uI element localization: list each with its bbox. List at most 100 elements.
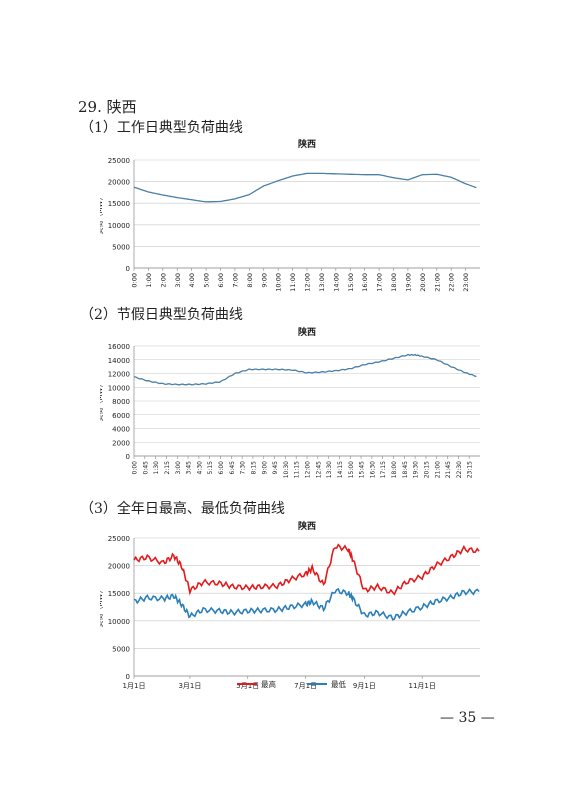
legend-label: 最低 bbox=[331, 679, 346, 689]
y-tick-label: 20000 bbox=[108, 563, 130, 571]
y-tick-label: 25000 bbox=[108, 535, 130, 543]
holiday-load-chart: 陕西 0 2000 4000 6000 8000 10000 12000 14000 16000 负… bbox=[95, 322, 486, 492]
y-axis-label: 负荷（MW） bbox=[100, 194, 104, 235]
y-tick-label: 0 bbox=[126, 453, 130, 461]
y-tick-label: 2000 bbox=[112, 439, 130, 447]
x-tick-label: 3月1日 bbox=[178, 682, 201, 690]
x-tick-label: 21:00 bbox=[434, 461, 441, 478]
x-tick-label: 8:00 bbox=[246, 273, 254, 288]
subheading-workday: （1）工作日典型负荷曲线 bbox=[80, 120, 243, 136]
x-tick-label: 3:00 bbox=[174, 273, 182, 288]
y-tick-label: 8000 bbox=[112, 398, 130, 406]
x-tick-label: 1:30 bbox=[153, 461, 160, 475]
subheading-annual: （3）全年日最高、最低负荷曲线 bbox=[80, 501, 285, 517]
x-tick-label: 14:15 bbox=[337, 461, 344, 478]
x-tick-label: 15:45 bbox=[359, 461, 366, 478]
x-tick-label: 23:00 bbox=[462, 273, 470, 292]
x-tick-label: 11:15 bbox=[294, 461, 301, 478]
x-tick-label: 5月1日 bbox=[236, 682, 259, 690]
holiday-chart-svg: 陕西 0 2000 4000 6000 8000 10000 12000 14000 16000 负… bbox=[95, 326, 480, 478]
y-tick-label: 4000 bbox=[112, 426, 130, 434]
x-tick-label: 1:00 bbox=[145, 273, 153, 288]
workday-chart-svg: 陕西 0 5000 10000 15000 20000 25000 负荷（MW） 0:00 1:0… bbox=[95, 138, 480, 292]
x-tick-label: 7月1日 bbox=[294, 682, 317, 690]
x-tick-label: 2:00 bbox=[159, 273, 167, 288]
x-tick-label: 3:00 bbox=[175, 461, 182, 475]
chart-title: 陕西 bbox=[298, 138, 316, 150]
x-tick-label: 8:15 bbox=[250, 461, 257, 475]
y-axis-label: 负荷（MW） bbox=[100, 587, 104, 628]
x-tick-label: 17:15 bbox=[380, 461, 387, 478]
y-tick-label: 10000 bbox=[108, 384, 130, 392]
workday-load-chart: 陕西 0 5000 10000 15000 20000 25000 负荷（MW） 0:00 1:0… bbox=[95, 134, 486, 300]
y-tick-label: 14000 bbox=[108, 357, 130, 365]
x-tick-label: 4:00 bbox=[188, 273, 196, 288]
x-tick-label: 0:00 bbox=[131, 273, 139, 288]
x-tick-label: 18:00 bbox=[391, 461, 398, 478]
x-tick-label: 22:00 bbox=[448, 273, 456, 292]
x-tick-label: 19:00 bbox=[404, 273, 412, 292]
chart-title: 陕西 bbox=[298, 520, 316, 532]
y-tick-label: 6000 bbox=[112, 412, 130, 420]
x-tick-label: 10:30 bbox=[283, 461, 290, 478]
x-tick-label: 21:45 bbox=[445, 461, 452, 478]
x-tick-label: 13:00 bbox=[318, 273, 326, 292]
y-tick-label: 10000 bbox=[108, 222, 130, 230]
x-tick-label: 13:30 bbox=[326, 461, 333, 478]
annual-chart-svg: 陕西 0 5000 10000 15000 20000 25000 负荷（MW） 1月1日 3月1… bbox=[95, 520, 480, 690]
y-tick-label: 5000 bbox=[112, 243, 130, 251]
x-tick-label: 11月1日 bbox=[408, 682, 435, 690]
x-tick-label: 16:30 bbox=[369, 461, 376, 478]
annual-load-chart: 陕西 0 5000 10000 15000 20000 25000 负荷（MW） 1月1日 3月1… bbox=[95, 516, 486, 694]
subheading-holiday: （2）节假日典型负荷曲线 bbox=[80, 307, 243, 323]
series-line-0 bbox=[133, 353, 477, 386]
x-tick-label: 12:45 bbox=[315, 461, 322, 478]
legend-label: 最高 bbox=[261, 679, 276, 689]
x-tick-label: 11:00 bbox=[289, 273, 297, 292]
x-tick-label: 7:00 bbox=[231, 273, 239, 288]
page-number: — 35 — bbox=[440, 710, 495, 726]
y-tick-label: 16000 bbox=[108, 343, 130, 351]
x-tick-label: 12:00 bbox=[305, 461, 312, 478]
series-line-0 bbox=[133, 543, 480, 596]
series-line-0 bbox=[133, 172, 477, 203]
x-tick-label: 18:45 bbox=[402, 461, 409, 478]
x-tick-label: 16:00 bbox=[361, 273, 369, 292]
chart-title: 陕西 bbox=[298, 326, 316, 338]
x-tick-label: 18:00 bbox=[390, 273, 398, 292]
x-tick-label: 15:00 bbox=[348, 461, 355, 478]
x-tick-label: 7:30 bbox=[240, 461, 247, 475]
y-tick-label: 15000 bbox=[108, 200, 130, 208]
x-tick-label: 0:00 bbox=[132, 461, 139, 475]
y-tick-label: 10000 bbox=[108, 618, 130, 626]
y-tick-label: 12000 bbox=[108, 371, 130, 379]
x-tick-label: 9:00 bbox=[261, 461, 268, 475]
x-tick-label: 15:00 bbox=[347, 273, 355, 292]
x-tick-label: 21:00 bbox=[433, 273, 441, 292]
x-tick-label: 9月1日 bbox=[353, 682, 376, 690]
x-tick-label: 5:15 bbox=[207, 461, 214, 475]
x-tick-label: 6:45 bbox=[229, 461, 236, 475]
x-tick-label: 4:30 bbox=[196, 461, 203, 475]
x-tick-label: 17:00 bbox=[376, 273, 384, 292]
section-title: 29. 陕西 bbox=[78, 98, 137, 116]
y-tick-label: 5000 bbox=[112, 645, 130, 653]
x-tick-label: 20:00 bbox=[419, 273, 427, 292]
x-tick-label: 5:00 bbox=[203, 273, 211, 288]
x-tick-label: 0:45 bbox=[142, 461, 149, 475]
x-tick-label: 9:00 bbox=[260, 273, 268, 288]
series-line-1 bbox=[133, 587, 480, 621]
x-tick-label: 19:30 bbox=[413, 461, 420, 478]
x-tick-label: 6:00 bbox=[218, 461, 225, 475]
y-axis-label: 负荷（MW） bbox=[100, 381, 104, 422]
y-tick-label: 15000 bbox=[108, 590, 130, 598]
y-tick-label: 20000 bbox=[108, 179, 130, 187]
x-tick-label: 14:00 bbox=[332, 273, 340, 292]
x-tick-label: 12:00 bbox=[304, 273, 312, 292]
y-tick-label: 25000 bbox=[108, 157, 130, 165]
y-tick-label: 0 bbox=[126, 265, 130, 273]
y-tick-label: 0 bbox=[126, 673, 130, 681]
x-tick-label: 10:00 bbox=[275, 273, 283, 292]
x-tick-label: 3:45 bbox=[186, 461, 193, 475]
x-tick-label: 22:30 bbox=[456, 461, 463, 478]
